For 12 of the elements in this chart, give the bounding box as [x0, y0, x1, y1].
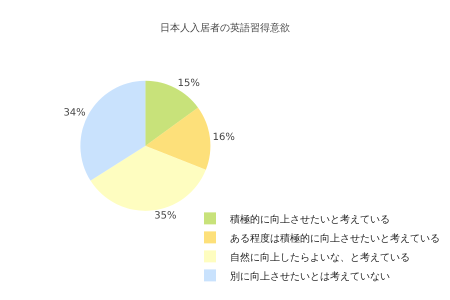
data-label: 16%	[212, 132, 235, 144]
legend-label: 自然に向上したらよいな、と考えている	[230, 251, 410, 264]
pie-slice	[145, 108, 210, 170]
data-label: 35%	[154, 210, 177, 222]
legend-label: 別に向上させたいとは考えていない	[230, 270, 390, 282]
legend-label: ある程度は積極的に向上させたいと考えている	[230, 232, 440, 244]
pie-slice	[90, 146, 206, 211]
legend-label: 積極的に向上させたいと考えている	[230, 213, 390, 226]
data-label: 34%	[63, 108, 86, 119]
pie-slice	[145, 80, 198, 146]
chart-title: 日本人入居者の英語習得意欲	[160, 22, 290, 34]
data-label: 15%	[178, 78, 200, 90]
